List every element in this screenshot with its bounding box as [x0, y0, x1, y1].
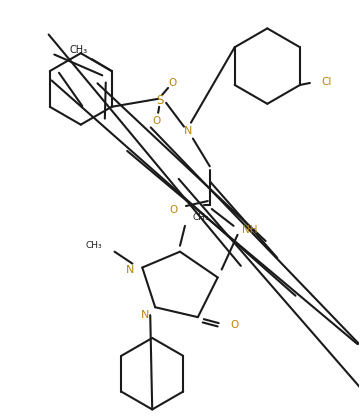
Text: N: N [141, 310, 149, 320]
Text: N: N [184, 126, 192, 136]
Text: O: O [231, 320, 239, 330]
Text: O: O [170, 205, 178, 215]
Text: N: N [126, 265, 135, 275]
Text: CH₃: CH₃ [86, 241, 103, 250]
Text: S: S [157, 94, 164, 107]
Text: NH: NH [242, 225, 257, 235]
Text: CH₃: CH₃ [70, 45, 88, 55]
Text: O: O [168, 78, 176, 88]
Text: CH₃: CH₃ [193, 213, 210, 223]
Text: O: O [152, 116, 160, 126]
Text: Cl: Cl [322, 77, 332, 87]
